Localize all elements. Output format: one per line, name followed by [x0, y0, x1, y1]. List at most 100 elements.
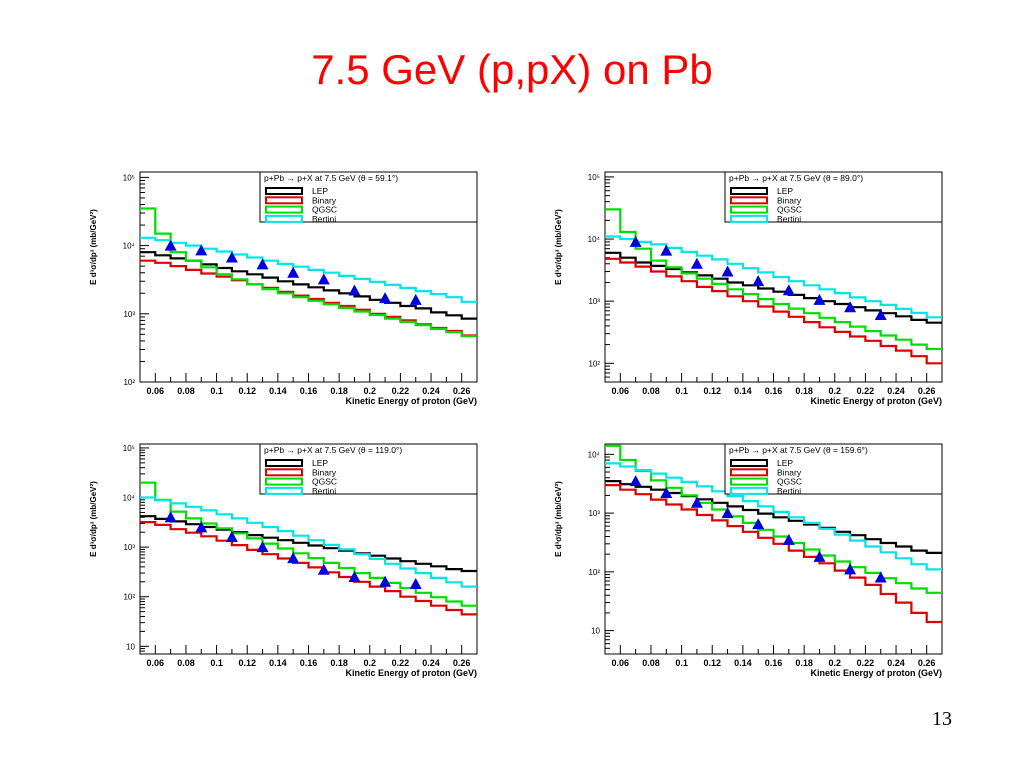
data-point: [813, 550, 826, 562]
chart-svg: 10⁴ 10³ 10² 10 0.06 0.08 0.1 0.12 0.14 0.16 0.18 0.…: [554, 443, 943, 678]
y-tick-label: 10³: [588, 509, 600, 518]
y-tick-label: 10²: [123, 593, 135, 602]
chart-svg: 10⁵ 10⁴ 10³ 10² 0.06 0.08 0.1 0.12 0.14 0.16 0.18 0…: [89, 171, 478, 406]
legend-label-bertini: Bertini: [777, 214, 801, 224]
x-tick-label: 0.08: [177, 658, 195, 668]
data-point: [287, 266, 300, 278]
legend-swatch-bertini: [730, 486, 768, 495]
x-tick-label: 0.2: [364, 386, 377, 396]
x-tick-label: 0.12: [238, 658, 256, 668]
data-point: [874, 571, 887, 583]
data-point: [874, 308, 887, 320]
data-point: [164, 511, 177, 523]
data-point: [690, 496, 703, 508]
data-point: [317, 273, 330, 285]
y-tick-label: 10²: [588, 359, 600, 368]
x-tick-label: 0.24: [422, 658, 440, 668]
legend-title: p+Pb → p+X at 7.5 GeV (θ = 59.1°): [264, 173, 398, 183]
data-point: [256, 258, 269, 270]
x-tick-label: 0.22: [392, 386, 410, 396]
y-tick-label: 10³: [588, 297, 600, 306]
x-tick-label: 0.14: [734, 386, 752, 396]
legend-label-qgsc: QGSC: [312, 477, 337, 487]
x-tick-label: 0.18: [330, 386, 348, 396]
data-point: [752, 275, 765, 287]
y-tick-label: 10⁵: [588, 173, 600, 182]
y-tick-label: 10⁴: [123, 242, 136, 251]
legend-label-binary: Binary: [777, 467, 802, 477]
x-tick-label: 0.1: [210, 658, 223, 668]
legend-swatch-qgsc: [730, 477, 768, 486]
data-point: [409, 293, 422, 305]
y-tick-label: 10⁵: [123, 444, 135, 453]
legend-swatch-qgsc: [265, 205, 303, 214]
x-tick-label: 0.26: [918, 386, 936, 396]
x-tick-label: 0.18: [330, 658, 348, 668]
y-tick-label: 10²: [588, 568, 600, 577]
y-tick-label: 10³: [123, 543, 135, 552]
data-point: [844, 563, 857, 575]
legend-label-bertini: Bertini: [777, 486, 801, 496]
legend-title: p+Pb → p+X at 7.5 GeV (θ = 119.0°): [264, 445, 402, 455]
y-tick-label: 10²: [123, 378, 135, 387]
legend-title: p+Pb → p+X at 7.5 GeV (θ = 159.6°): [729, 445, 868, 455]
data-point: [195, 244, 208, 256]
x-tick-label: 0.2: [829, 658, 842, 668]
legend-label-qgsc: QGSC: [777, 477, 802, 487]
x-tick-label: 0.14: [269, 386, 287, 396]
x-tick-label: 0.2: [364, 658, 377, 668]
x-tick-label: 0.24: [887, 658, 905, 668]
data-point: [782, 284, 795, 296]
x-tick-label: 0.22: [857, 386, 875, 396]
data-point: [379, 575, 392, 587]
series-line-qgsc: [605, 208, 942, 351]
chart-panel-bottom-left: 10⁵ 10⁴ 10³ 10² 10 0.06 0.08 0.1 0.12 0.14 0.16 0.1…: [80, 432, 500, 722]
x-axis-label: Kinetic Energy of proton (GeV): [345, 396, 477, 406]
legend-swatch-lep: [265, 459, 303, 467]
legend-label-lep: LEP: [312, 186, 328, 196]
x-tick-label: 0.06: [612, 386, 630, 396]
legend-swatch-binary: [265, 196, 303, 205]
data-point: [629, 475, 642, 487]
chart-svg: 10⁵ 10⁴ 10³ 10² 10 0.06 0.08 0.1 0.12 0.14 0.16 0.1…: [89, 443, 478, 678]
data-point: [195, 521, 208, 533]
x-tick-label: 0.24: [422, 386, 440, 396]
x-tick-label: 0.06: [612, 658, 630, 668]
data-point: [225, 251, 238, 263]
x-tick-label: 0.08: [177, 386, 195, 396]
legend-swatch-binary: [265, 468, 303, 477]
data-point: [629, 235, 642, 247]
data-point: [317, 563, 330, 575]
x-tick-label: 0.06: [147, 386, 165, 396]
y-tick-label: 10⁵: [123, 173, 135, 182]
data-point: [752, 518, 765, 530]
x-tick-label: 0.08: [642, 386, 660, 396]
legend-label-binary: Binary: [312, 467, 337, 477]
data-point: [721, 507, 734, 519]
x-tick-label: 0.12: [703, 386, 721, 396]
x-axis-label: Kinetic Energy of proton (GeV): [810, 668, 942, 678]
y-tick-label: 10³: [123, 310, 135, 319]
data-point: [721, 265, 734, 277]
x-tick-label: 0.16: [300, 658, 318, 668]
x-tick-label: 0.24: [887, 386, 905, 396]
series-line-bertini: [140, 496, 477, 588]
page-number: 13: [932, 708, 952, 730]
chart-panel-bottom-right: 10⁴ 10³ 10² 10 0.06 0.08 0.1 0.12 0.14 0.16 0.18 0.…: [545, 432, 965, 722]
legend-label-qgsc: QGSC: [312, 205, 337, 215]
x-tick-label: 0.06: [147, 658, 165, 668]
data-point: [287, 552, 300, 564]
legend-label-bertini: Bertini: [312, 486, 336, 496]
legend-swatch-qgsc: [730, 205, 768, 214]
x-tick-label: 0.1: [210, 386, 223, 396]
x-tick-label: 0.16: [300, 386, 318, 396]
x-tick-label: 0.18: [795, 386, 813, 396]
legend-label-bertini: Bertini: [312, 214, 336, 224]
series-line-binary: [605, 484, 942, 624]
legend-title: p+Pb → p+X at 7.5 GeV (θ = 89.0°): [729, 173, 863, 183]
y-axis-label: E d³σ/dp³ (mb/GeV²): [89, 481, 98, 557]
x-axis-label: Kinetic Energy of proton (GeV): [810, 396, 942, 406]
legend-label-lep: LEP: [777, 458, 793, 468]
data-point: [660, 244, 673, 256]
data-point: [782, 533, 795, 545]
